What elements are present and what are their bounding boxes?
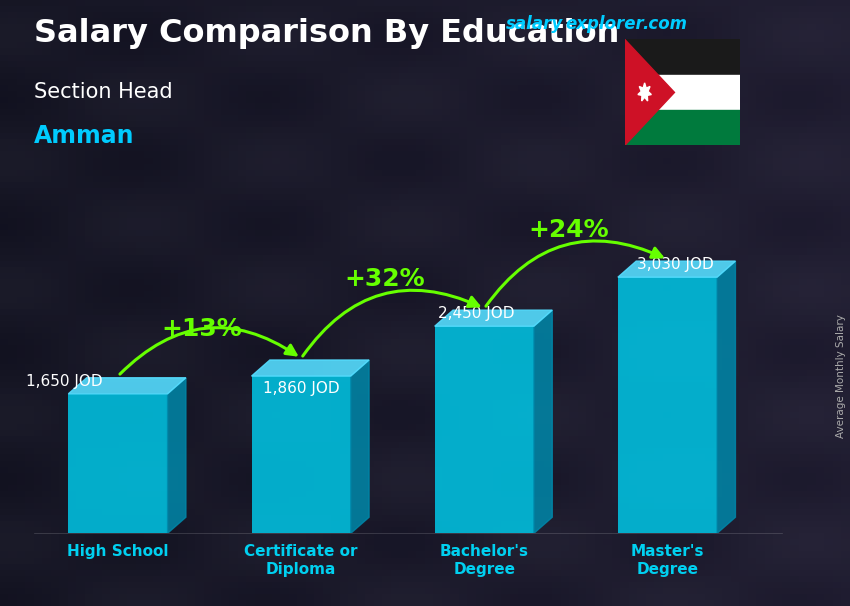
Polygon shape (252, 360, 369, 376)
Bar (625, 39, 740, 75)
Text: 1,650 JOD: 1,650 JOD (26, 374, 103, 389)
Bar (68, 394, 167, 533)
Bar (252, 376, 351, 533)
Polygon shape (434, 310, 552, 326)
Text: Average Monthly Salary: Average Monthly Salary (836, 314, 846, 438)
Text: Amman: Amman (34, 124, 134, 148)
Polygon shape (351, 360, 369, 533)
Text: +13%: +13% (162, 316, 242, 341)
Bar (625, 110, 740, 145)
Polygon shape (618, 261, 735, 277)
Text: 1,860 JOD: 1,860 JOD (263, 381, 339, 396)
Bar (625, 75, 740, 110)
Text: explorer: explorer (565, 15, 644, 33)
Text: +24%: +24% (528, 218, 609, 242)
Text: 3,030 JOD: 3,030 JOD (637, 257, 713, 272)
Text: +32%: +32% (345, 267, 425, 291)
Text: .com: .com (642, 15, 687, 33)
Polygon shape (167, 378, 186, 533)
Polygon shape (534, 310, 552, 533)
Polygon shape (625, 39, 675, 145)
Polygon shape (68, 378, 186, 394)
Bar (434, 326, 534, 533)
Text: Salary Comparison By Education: Salary Comparison By Education (34, 18, 620, 49)
Polygon shape (717, 261, 735, 533)
Polygon shape (638, 83, 651, 101)
Bar (618, 277, 717, 533)
Text: 2,450 JOD: 2,450 JOD (439, 306, 515, 321)
Text: Section Head: Section Head (34, 82, 173, 102)
Text: salary: salary (506, 15, 563, 33)
